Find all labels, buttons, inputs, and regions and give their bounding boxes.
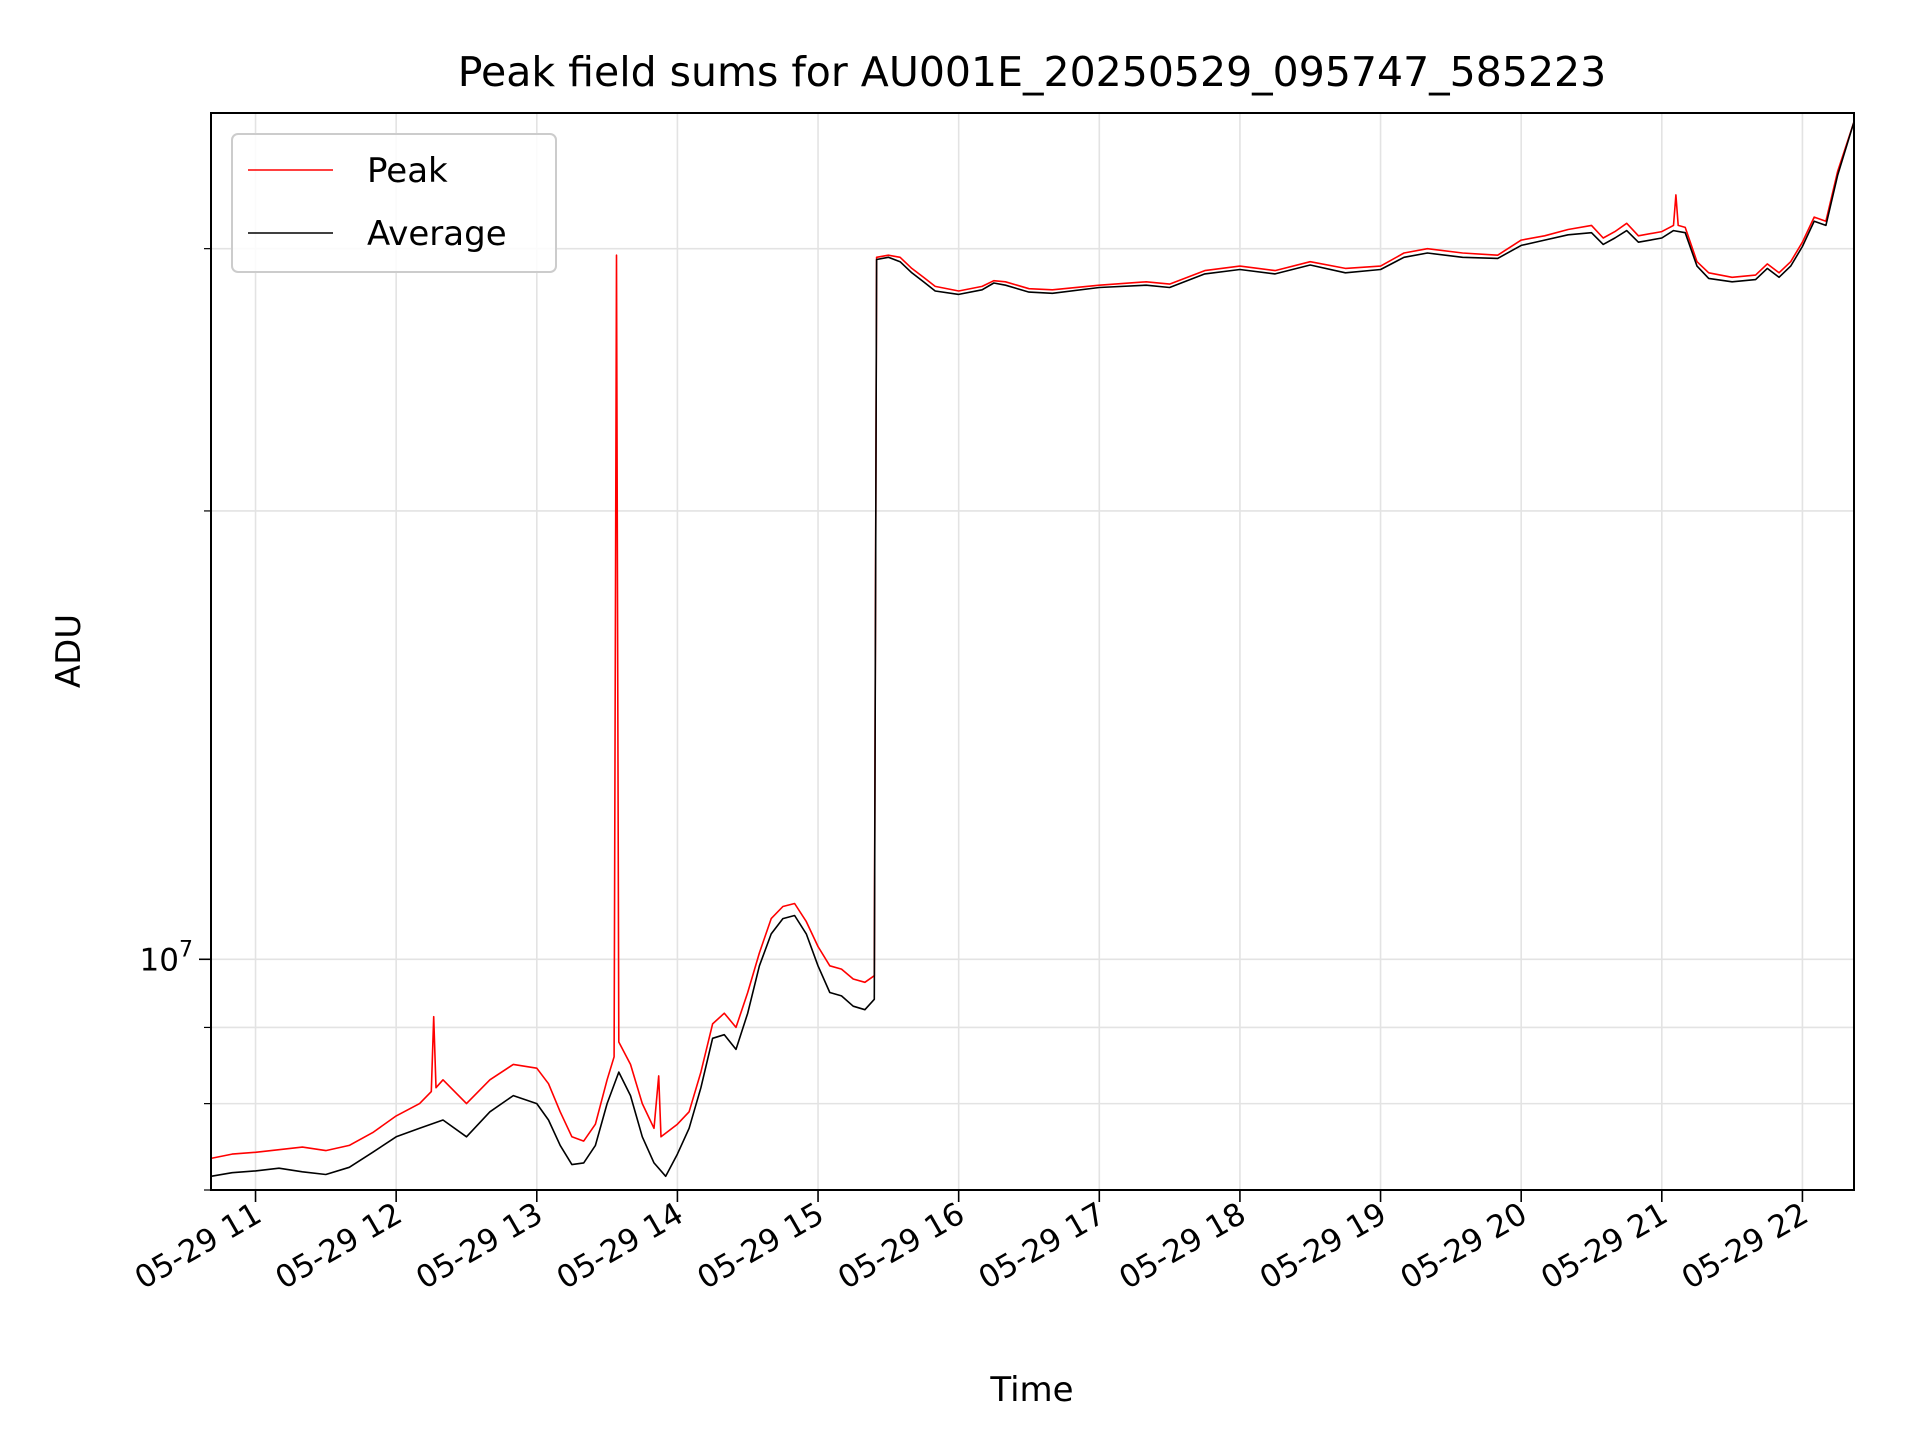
legend-label-peak: Peak <box>367 151 448 191</box>
plot-frame <box>210 112 1855 1191</box>
x-axis-label: Time <box>989 1370 1073 1410</box>
series-line-average <box>210 121 1855 1178</box>
y-axis-label: ADU <box>49 614 89 688</box>
plot-lines <box>210 121 1855 1178</box>
legend-box <box>231 133 557 273</box>
legend-label-average: Average <box>367 214 507 254</box>
legend: Peak Average <box>231 133 557 273</box>
grid <box>211 113 1854 1191</box>
chart-title: Peak field sums for AU001E_20250529_0957… <box>458 48 1606 96</box>
